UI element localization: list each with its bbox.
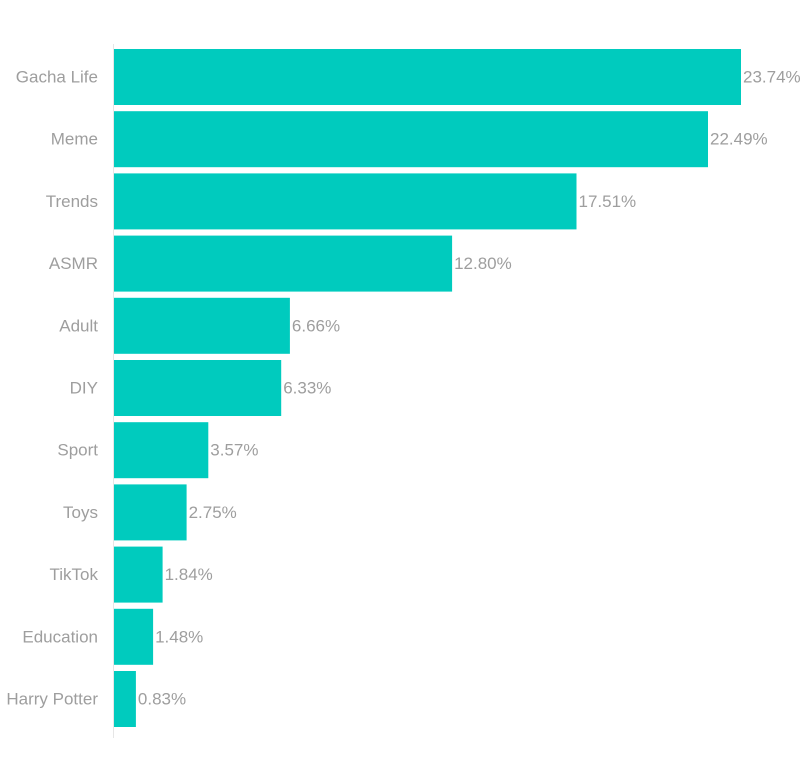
- value-label-trends: 17.51%: [579, 192, 637, 211]
- category-label-education: Education: [22, 627, 98, 646]
- bars-layer: [114, 49, 741, 727]
- category-label-harry-potter: Harry Potter: [6, 690, 98, 709]
- category-label-gacha-life: Gacha Life: [16, 68, 98, 87]
- bar-trends: [114, 173, 577, 230]
- value-label-adult: 6.66%: [292, 316, 340, 335]
- bar-education: [114, 608, 154, 665]
- category-label-sport: Sport: [57, 441, 98, 460]
- category-label-toys: Toys: [63, 503, 98, 522]
- category-label-diy: DIY: [70, 379, 98, 398]
- bar-tiktok: [114, 546, 163, 603]
- bar-asmr: [114, 235, 453, 292]
- bar-gacha-life: [114, 49, 741, 105]
- value-label-education: 1.48%: [155, 627, 203, 646]
- category-label-asmr: ASMR: [49, 254, 98, 273]
- category-label-meme: Meme: [51, 130, 98, 149]
- bar-diy: [114, 360, 282, 416]
- category-labels: Gacha Life Meme Trends ASMR Adult DIY Sport Toy…: [6, 68, 98, 709]
- value-label-toys: 2.75%: [189, 503, 237, 522]
- value-labels: 23.74% 22.49% 17.51% 12.80% 6.66% 6.33% 3.57% 2…: [138, 68, 801, 709]
- value-label-tiktok: 1.84%: [165, 565, 213, 584]
- bar-meme: [114, 111, 708, 168]
- bar-toys: [114, 484, 187, 541]
- category-label-adult: Adult: [59, 316, 98, 335]
- bar-adult: [114, 297, 290, 354]
- category-label-trends: Trends: [46, 192, 98, 211]
- value-label-harry-potter: 0.83%: [138, 690, 186, 709]
- value-label-asmr: 12.80%: [454, 254, 512, 273]
- bar-harry-potter: [114, 671, 136, 727]
- value-label-meme: 22.49%: [710, 130, 768, 149]
- value-label-sport: 3.57%: [210, 441, 258, 460]
- bar-sport: [114, 422, 209, 479]
- value-label-diy: 6.33%: [283, 379, 331, 398]
- category-label-tiktok: TikTok: [50, 565, 99, 584]
- value-label-gacha-life: 23.74%: [743, 68, 801, 87]
